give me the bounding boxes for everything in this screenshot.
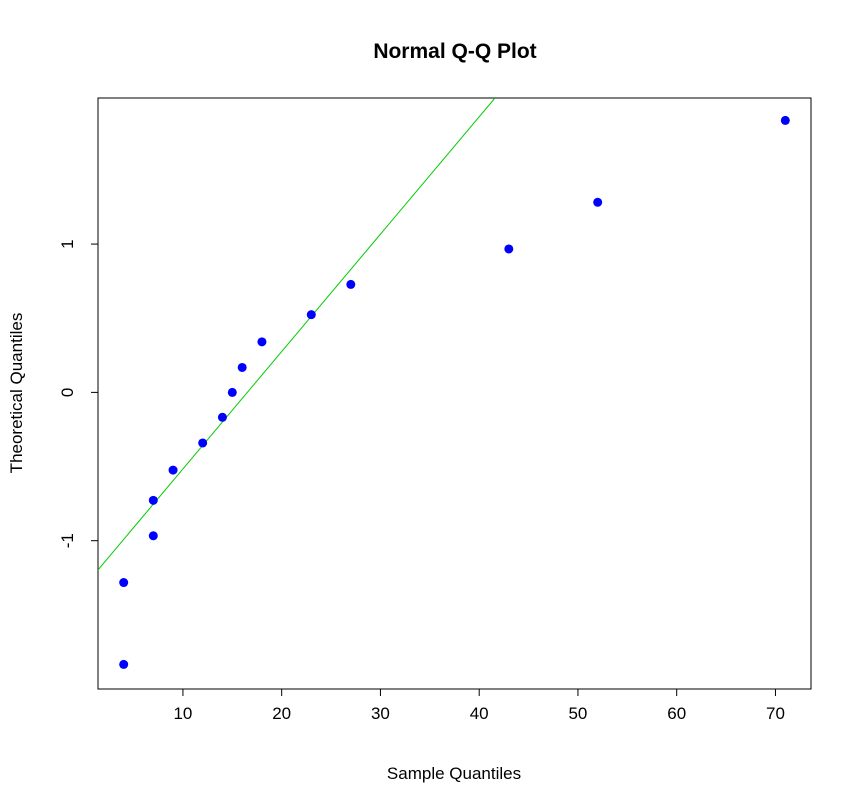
x-tick-label: 50 <box>568 704 587 723</box>
data-point <box>227 387 237 397</box>
data-point <box>504 244 514 254</box>
data-point <box>593 197 603 207</box>
data-point <box>198 438 208 448</box>
x-tick-label: 20 <box>272 704 291 723</box>
data-point <box>148 531 158 541</box>
data-point <box>148 495 158 505</box>
x-tick-label: 70 <box>766 704 785 723</box>
data-point <box>257 337 267 347</box>
x-tick-label: 40 <box>470 704 489 723</box>
data-point <box>168 465 178 475</box>
x-tick-label: 30 <box>371 704 390 723</box>
x-tick-label: 60 <box>667 704 686 723</box>
data-point <box>780 115 790 125</box>
y-axis-label: Theoretical Quantiles <box>7 313 26 474</box>
x-axis: 10 20 30 40 50 60 70 <box>173 688 785 723</box>
plot-box <box>97 97 812 690</box>
data-point <box>119 578 129 588</box>
data-point <box>119 659 129 669</box>
y-tick-label: 0 <box>58 388 77 397</box>
data-point <box>306 310 316 320</box>
x-axis-label: Sample Quantiles <box>387 764 521 783</box>
data-point <box>217 412 227 422</box>
reference-line <box>98 98 496 571</box>
x-tick-label: 10 <box>173 704 192 723</box>
data-point <box>237 362 247 372</box>
data-point <box>346 279 356 289</box>
chart-title: Normal Q-Q Plot <box>373 40 536 63</box>
y-tick-label: 1 <box>58 239 77 248</box>
y-tick-label: -1 <box>58 533 77 548</box>
y-axis: -1 0 1 <box>58 239 99 548</box>
